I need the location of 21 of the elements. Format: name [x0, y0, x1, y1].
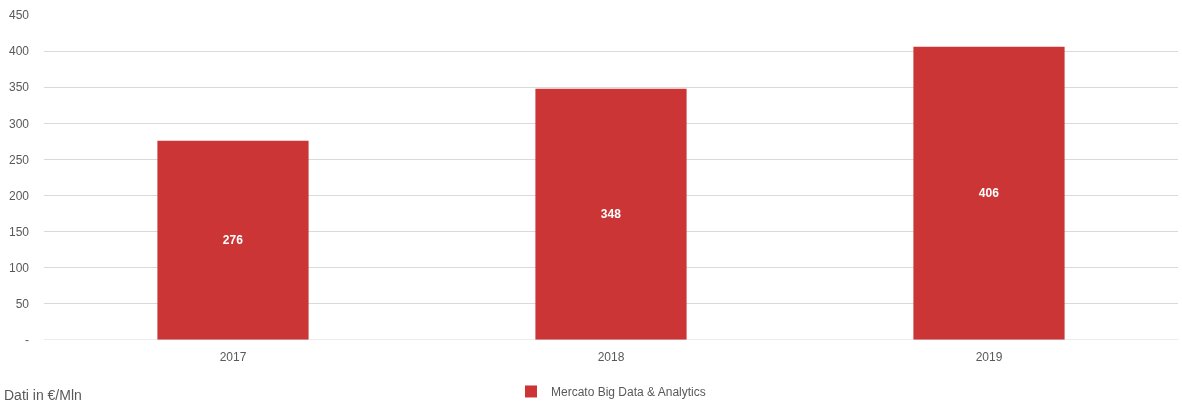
- bar: [913, 46, 1065, 340]
- data-label: 406: [978, 186, 1000, 201]
- bar: [535, 88, 687, 340]
- y-tick-label: -: [25, 333, 29, 348]
- text: Dati in €/Mln: [4, 387, 82, 403]
- bar: [157, 140, 309, 340]
- y-tick-label: 50: [15, 297, 30, 312]
- x-tick-label: 2017: [219, 350, 247, 364]
- y-tick-label: 350: [8, 80, 30, 95]
- x-tick-label: 2019: [975, 350, 1003, 364]
- x-tick-label: 2018: [597, 350, 625, 364]
- y-tick-label: 450: [8, 8, 30, 23]
- y-tick-label: 250: [8, 152, 30, 167]
- legend-label: Mercato Big Data & Analytics: [551, 385, 706, 400]
- data-label: 276: [222, 233, 244, 248]
- y-tick-label: 150: [8, 224, 30, 239]
- y-tick-label: 100: [8, 260, 30, 275]
- data-label: 348: [600, 207, 622, 222]
- y-tick-label: 200: [8, 188, 30, 203]
- y-tick-label: 400: [8, 44, 30, 59]
- y-tick-label: 300: [8, 116, 30, 131]
